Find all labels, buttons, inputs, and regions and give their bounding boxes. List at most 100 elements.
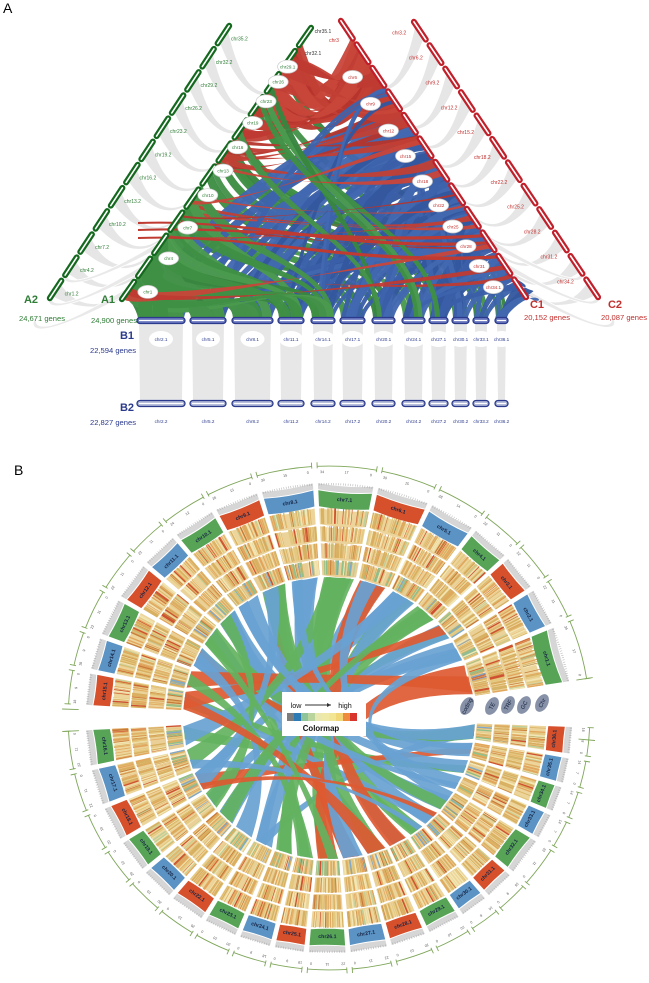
svg-text:chr36.1: chr36.1 — [551, 729, 559, 748]
svg-text:chr28: chr28 — [460, 244, 472, 249]
svg-text:20,152 genes: 20,152 genes — [524, 313, 570, 322]
svg-text:0: 0 — [73, 733, 77, 735]
svg-text:11: 11 — [120, 572, 125, 577]
svg-text:9: 9 — [250, 950, 253, 954]
svg-text:17: 17 — [571, 649, 576, 654]
svg-text:chr25.1: chr25.1 — [282, 930, 301, 939]
svg-text:chr11.2: chr11.2 — [284, 419, 299, 424]
svg-text:chr20.1: chr20.1 — [376, 337, 392, 342]
svg-text:chr22: chr22 — [433, 203, 445, 208]
svg-text:8: 8 — [479, 913, 483, 917]
svg-text:0: 0 — [562, 811, 566, 814]
svg-text:0: 0 — [578, 674, 582, 677]
svg-text:10: 10 — [410, 948, 415, 953]
svg-text:20: 20 — [424, 943, 429, 948]
svg-text:TRF: TRF — [504, 699, 515, 712]
svg-text:11: 11 — [551, 599, 556, 604]
svg-text:chr19: chr19 — [247, 121, 259, 126]
svg-text:chr23: chr23 — [260, 99, 272, 104]
svg-text:chr17.2: chr17.2 — [345, 419, 361, 424]
svg-text:34: 34 — [563, 625, 568, 630]
svg-text:0: 0 — [137, 880, 141, 884]
svg-text:9: 9 — [74, 687, 78, 689]
svg-text:chr5.2: chr5.2 — [202, 419, 215, 424]
svg-text:chr8.1: chr8.1 — [282, 499, 298, 508]
svg-text:chr22.2: chr22.2 — [491, 180, 508, 186]
svg-text:0: 0 — [161, 529, 165, 533]
svg-text:chr18.2: chr18.2 — [474, 155, 491, 161]
svg-text:chr1.1: chr1.1 — [541, 651, 551, 667]
svg-text:chr33.2: chr33.2 — [473, 419, 489, 424]
svg-text:chr2.1: chr2.1 — [155, 337, 168, 342]
svg-text:10: 10 — [178, 915, 184, 921]
svg-text:A1: A1 — [101, 294, 115, 306]
svg-text:chr12.2: chr12.2 — [441, 105, 458, 111]
svg-text:chr35.2: chr35.2 — [231, 37, 248, 43]
svg-text:28: 28 — [438, 494, 443, 499]
svg-text:chr29.2: chr29.2 — [201, 83, 218, 89]
svg-text:0: 0 — [201, 502, 205, 506]
svg-text:chr24.2: chr24.2 — [406, 419, 422, 424]
svg-text:0: 0 — [469, 920, 473, 924]
svg-text:0: 0 — [536, 576, 540, 580]
svg-text:chr10.2: chr10.2 — [109, 222, 126, 228]
svg-text:20: 20 — [226, 941, 231, 946]
svg-text:chr23.2: chr23.2 — [170, 129, 187, 135]
svg-text:0: 0 — [572, 782, 576, 785]
svg-text:chr16: chr16 — [232, 145, 244, 150]
svg-text:22: 22 — [110, 585, 116, 591]
svg-text:chr15.2: chr15.2 — [457, 130, 474, 136]
svg-text:7: 7 — [575, 772, 579, 775]
svg-text:chr24.1: chr24.1 — [406, 337, 422, 342]
svg-text:10: 10 — [146, 889, 152, 895]
svg-text:chr28.1: chr28.1 — [394, 919, 413, 931]
svg-text:0: 0 — [237, 946, 240, 950]
svg-text:30: 30 — [260, 478, 265, 483]
svg-text:11: 11 — [369, 958, 373, 963]
svg-text:chr32.1: chr32.1 — [305, 51, 322, 57]
svg-text:8: 8 — [580, 740, 584, 742]
svg-text:0: 0 — [105, 596, 109, 600]
svg-text:Colormap: Colormap — [303, 724, 340, 733]
svg-text:0: 0 — [435, 939, 439, 943]
svg-text:0: 0 — [79, 774, 83, 777]
svg-text:chr25.2: chr25.2 — [507, 205, 524, 211]
svg-text:chr13.2: chr13.2 — [124, 199, 141, 205]
svg-text:12: 12 — [185, 511, 191, 517]
svg-text:B2: B2 — [120, 402, 134, 414]
svg-text:11: 11 — [532, 861, 537, 866]
svg-text:0: 0 — [273, 956, 276, 960]
svg-text:18: 18 — [298, 960, 302, 964]
svg-text:low: low — [291, 701, 303, 710]
svg-text:0: 0 — [310, 961, 312, 965]
svg-text:chr3.2: chr3.2 — [392, 31, 406, 37]
svg-text:0: 0 — [396, 953, 399, 957]
svg-text:chr27.1: chr27.1 — [431, 337, 447, 342]
svg-text:0: 0 — [201, 929, 205, 933]
svg-text:10: 10 — [447, 932, 452, 937]
svg-text:C2: C2 — [608, 299, 622, 311]
svg-text:chr16.2: chr16.2 — [140, 176, 157, 182]
svg-text:30: 30 — [383, 476, 388, 481]
svg-text:20: 20 — [106, 839, 111, 844]
svg-text:22: 22 — [88, 803, 93, 808]
svg-text:0: 0 — [547, 839, 551, 843]
svg-text:chr14.2: chr14.2 — [315, 419, 331, 424]
svg-text:17: 17 — [344, 470, 348, 474]
svg-text:chr17.1: chr17.1 — [107, 773, 118, 792]
svg-text:0: 0 — [579, 752, 583, 755]
svg-text:10: 10 — [120, 860, 126, 866]
svg-text:A: A — [3, 0, 13, 16]
svg-text:22,827 genes: 22,827 genes — [90, 418, 136, 427]
svg-text:B1: B1 — [120, 330, 134, 342]
svg-text:chr11.1: chr11.1 — [284, 337, 299, 342]
svg-text:9: 9 — [82, 649, 86, 652]
svg-text:0: 0 — [130, 559, 134, 563]
svg-text:chr16.1: chr16.1 — [100, 737, 108, 756]
svg-text:13: 13 — [229, 488, 234, 493]
svg-text:22: 22 — [137, 550, 143, 556]
svg-text:14: 14 — [569, 790, 574, 795]
svg-text:chr34.1: chr34.1 — [486, 285, 502, 290]
svg-text:24,671 genes: 24,671 genes — [19, 314, 65, 323]
svg-text:11: 11 — [496, 532, 501, 537]
